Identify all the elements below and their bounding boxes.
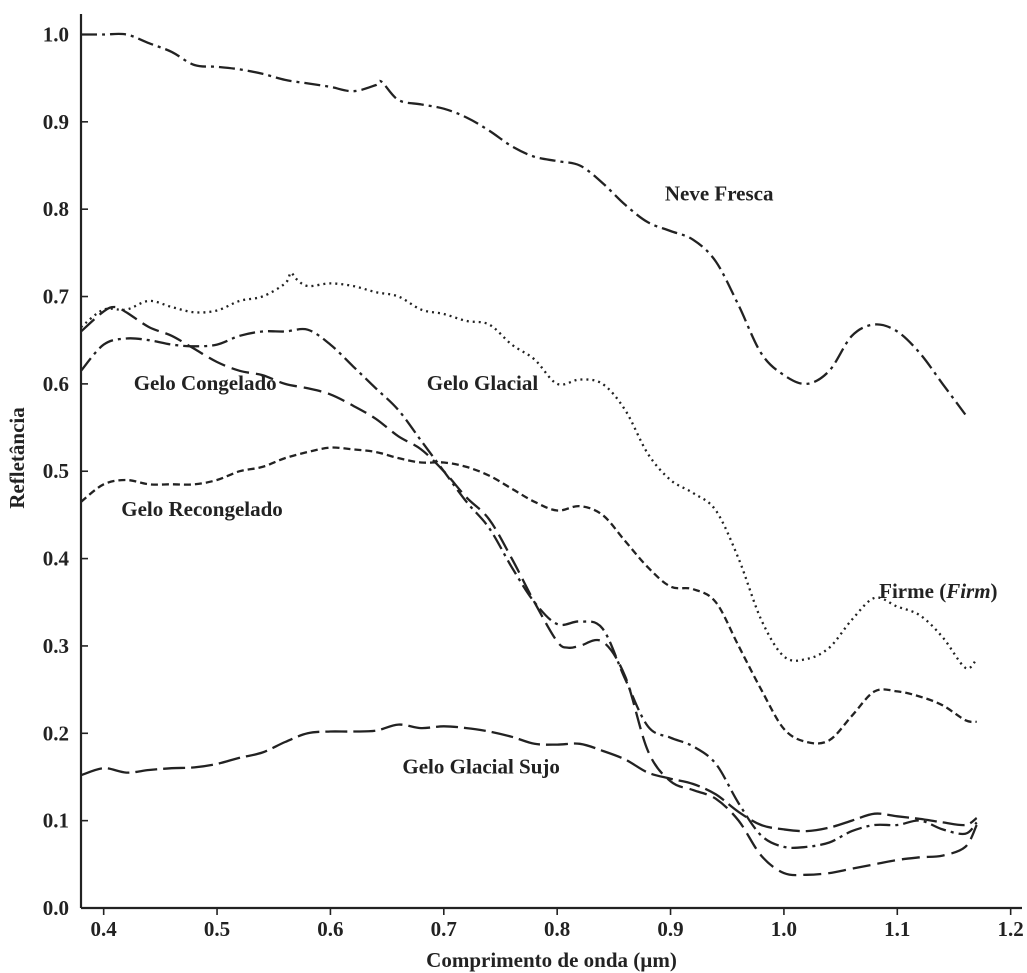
series-label: Gelo Recongelado xyxy=(121,497,283,521)
x-tick-label: 0.4 xyxy=(91,917,118,941)
y-axis-title: Refletância xyxy=(5,407,29,509)
y-tick-label: 0.8 xyxy=(43,197,69,221)
series-labels: Neve Fresca Firme (Firm) Gelo Glacial Gelo … xyxy=(121,181,997,778)
y-tick-label: 0.2 xyxy=(43,721,69,745)
axes xyxy=(79,14,1022,910)
x-axis-ticks: 0.4 0.5 0.6 0.7 0.8 0.9 1.0 1.1 1.2 xyxy=(91,908,1024,941)
series-label: Firme (Firm) xyxy=(879,579,997,603)
y-tick-label: 1.0 xyxy=(43,22,69,46)
x-tick-label: 0.6 xyxy=(317,917,343,941)
series-line-1 xyxy=(80,271,978,670)
y-tick-label: 0.4 xyxy=(43,547,70,571)
y-tick-label: 0.1 xyxy=(43,809,69,833)
x-tick-label: 1.1 xyxy=(884,917,910,941)
y-tick-label: 0.3 xyxy=(43,634,69,658)
series-line-4 xyxy=(80,446,977,745)
series-label: Gelo Glacial Sujo xyxy=(402,754,559,778)
x-tick-label: 0.8 xyxy=(544,917,570,941)
x-axis-title: Comprimento de onda (µm) xyxy=(426,948,677,972)
y-tick-label: 0.6 xyxy=(43,372,69,396)
series-label: Neve Fresca xyxy=(665,181,774,205)
x-tick-label: 0.7 xyxy=(431,917,457,941)
x-tick-label: 0.5 xyxy=(204,917,230,941)
series-line-5 xyxy=(80,723,978,833)
series-lines xyxy=(80,32,978,877)
x-tick-label: 1.2 xyxy=(998,917,1024,941)
y-tick-label: 0.7 xyxy=(43,285,69,309)
series-line-3 xyxy=(80,305,978,877)
series-label: Gelo Glacial xyxy=(427,371,539,395)
series-line-0 xyxy=(81,32,967,416)
y-tick-label: 0.0 xyxy=(43,896,69,920)
x-tick-label: 0.9 xyxy=(657,917,683,941)
series-label: Gelo Congelado xyxy=(134,371,277,395)
y-axis-ticks: 0.0 0.1 0.2 0.3 0.4 0.5 0.6 0.7 0.8 0.9 1.0 xyxy=(43,22,88,920)
y-tick-label: 0.5 xyxy=(43,459,69,483)
x-tick-label: 1.0 xyxy=(771,917,797,941)
y-tick-label: 0.9 xyxy=(43,110,69,134)
series-line-2 xyxy=(80,327,978,850)
